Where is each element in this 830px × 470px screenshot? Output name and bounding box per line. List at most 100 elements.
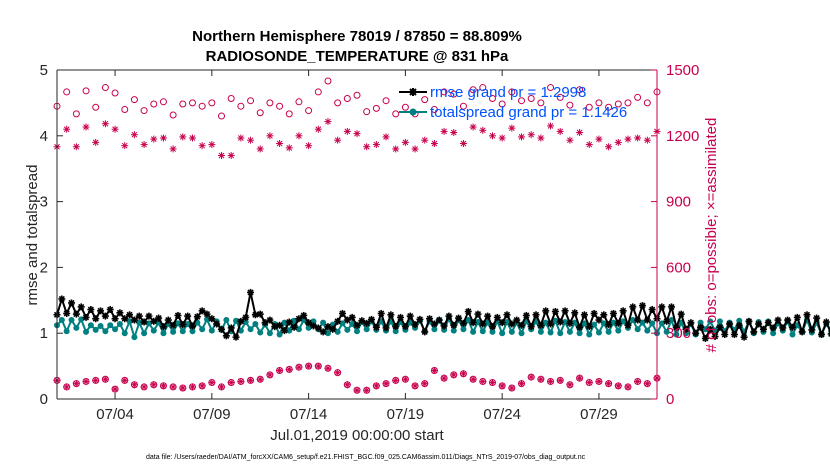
rmse-point (276, 321, 284, 329)
obs-assimilated-low-marker (518, 380, 526, 388)
obs-assimilated-low-marker (130, 381, 138, 389)
obs-possible-marker (314, 88, 322, 96)
ticks-layer: 07/04 07/09 07/14 07/19 07/24 07/29 0 1 2 3 4 5 0 300… (40, 62, 700, 423)
x-tick-label: 07/19 (387, 406, 425, 423)
rmse-point (755, 320, 763, 328)
rmse-point (730, 331, 738, 339)
obs-possible-marker (334, 99, 342, 107)
totalspread-point (58, 317, 65, 324)
rmse-point (232, 333, 240, 341)
obs-assimilated-marker (440, 127, 448, 135)
obs-assimilated-low-marker (188, 383, 196, 391)
totalspread-point (92, 326, 99, 333)
obs-assimilated-marker (372, 141, 380, 149)
rmse-point (701, 334, 709, 342)
totalspread-point (537, 328, 544, 335)
obs-assimilated-low-marker (363, 386, 371, 394)
totalspread-point (489, 328, 496, 335)
rmse-point (576, 323, 584, 331)
obs-possible-marker (372, 104, 380, 112)
rmse-point (542, 307, 550, 315)
totalspread-point (576, 330, 583, 337)
obs-assimilated-marker (305, 142, 313, 150)
totalspread-point (107, 322, 114, 329)
obs-assimilated-marker (343, 127, 351, 135)
rmse-point (290, 323, 298, 331)
rmse-point (813, 314, 821, 322)
totalspread-point (286, 327, 293, 334)
rmse-point (169, 321, 177, 329)
rmse-point (455, 314, 463, 322)
rmse-point (188, 322, 196, 330)
rmse-point (638, 302, 646, 310)
obs-assimilated-low-marker (450, 371, 458, 379)
rmse-point (784, 316, 792, 324)
rmse-point (566, 319, 574, 327)
y-tick-label: 5 (40, 62, 48, 79)
y-axis-label: rmse and totalspread (24, 165, 41, 306)
obs-possible-marker (392, 110, 400, 118)
obs-assimilated-marker (63, 125, 71, 133)
rmse-point (213, 320, 221, 328)
rmse-point (101, 312, 109, 320)
rmse-point (426, 315, 434, 323)
rmse-point (624, 321, 632, 329)
rmse-point (788, 323, 796, 331)
rmse-point (658, 303, 666, 311)
rmse-point (479, 320, 487, 328)
obs-assimilated-marker (130, 131, 138, 139)
obs-assimilated-marker (285, 144, 293, 152)
rmse-point (793, 313, 801, 321)
y-right-tick-label: 1500 (666, 62, 699, 79)
obs-assimilated-low-marker (421, 380, 429, 388)
obs-possible-marker (537, 99, 545, 107)
obs-assimilated-low-marker (82, 377, 90, 385)
totalspread-point (479, 328, 486, 335)
obs-possible-marker (363, 108, 371, 116)
totalspread-point (344, 326, 351, 333)
obs-possible-marker (247, 97, 255, 105)
totalspread-point (649, 320, 656, 327)
rmse-point (648, 306, 656, 314)
chart-subtitle: RADIOSONDE_TEMPERATURE @ 831 hPa (206, 48, 509, 65)
obs-assimilated-marker (479, 126, 487, 134)
plot-area (57, 70, 657, 399)
rmse-point (561, 307, 569, 315)
rmse-point (600, 311, 608, 319)
rmse-point (692, 329, 700, 337)
obs-assimilated-low-marker (266, 371, 274, 379)
totalspread-point (499, 330, 506, 337)
obs-assimilated-marker (324, 118, 332, 126)
rmse-point (329, 325, 337, 333)
rmse-point (779, 324, 787, 332)
rmse-point (227, 324, 235, 332)
rmse-point (295, 315, 303, 323)
totalspread-point (644, 327, 651, 334)
obs-possible-marker (527, 95, 535, 103)
totalspread-point (789, 331, 796, 338)
totalspread-point (150, 327, 157, 334)
y-tick-label: 0 (40, 391, 48, 408)
obs-possible-marker (459, 102, 467, 110)
rmse-point (203, 310, 211, 318)
totalspread-point (571, 319, 578, 326)
rmse-point (179, 321, 187, 329)
rmse-point (513, 316, 521, 324)
obs-possible-marker (179, 100, 187, 108)
obs-assimilated-marker (121, 142, 129, 150)
obs-assimilated-low-marker (334, 369, 342, 377)
rmse-point (372, 323, 380, 331)
obs-markers-layer (53, 77, 661, 394)
rmse-point (338, 309, 346, 317)
obs-assimilated-low-marker (372, 382, 380, 390)
rmse-point (711, 332, 719, 340)
totalspread-point (179, 328, 186, 335)
rmse-point (430, 320, 438, 328)
obs-assimilated-marker (595, 135, 603, 143)
obs-assimilated-low-marker (392, 376, 400, 384)
totalspread-point (97, 322, 104, 329)
rmse-point (614, 319, 622, 327)
obs-possible-marker (498, 100, 506, 108)
rmse-point (353, 321, 361, 329)
